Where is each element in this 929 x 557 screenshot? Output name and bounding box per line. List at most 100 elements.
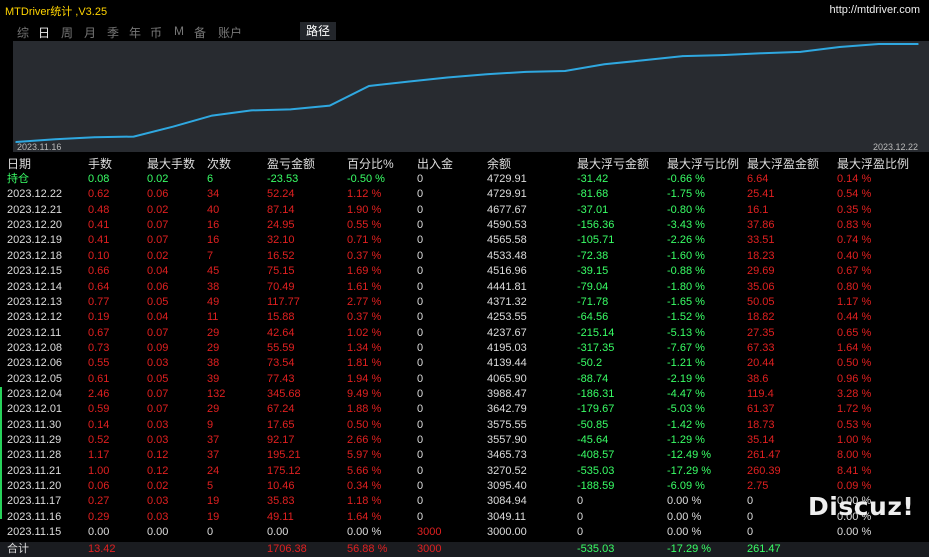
column-header[interactable]: 最大浮亏比例 [667,157,740,171]
table-cell: 0 [417,510,424,523]
table-row[interactable]: 2023.11.15 0.00 0.00 0 0.00 0.00 % 3000 3000.00… [0,525,929,540]
table-row[interactable]: 2023.12.11 0.67 0.07 29 42.64 1.02 % 0 4237.67 -… [0,326,929,341]
table-row[interactable]: 2023.12.06 0.55 0.03 38 73.54 1.81 % 0 4139.44 -… [0,356,929,371]
table-row[interactable]: 2023.11.21 1.00 0.12 24 175.12 5.66 % 0 3270.52… [0,464,929,479]
table-cell: 49 [207,295,220,308]
table-cell: 1.17 [88,449,110,462]
table-cell: 4371.32 [487,295,527,308]
table-row[interactable]: 2023.12.14 0.64 0.06 38 70.49 1.61 % 0 4441.81 -… [0,280,929,295]
equity-chart: 2023.11.16 2023.12.22 [13,41,929,152]
table-cell: 7 [207,249,214,262]
tab-9[interactable]: 账户 [218,26,243,40]
table-cell: -45.64 [577,433,609,446]
equity-point [446,76,449,79]
column-header[interactable]: 最大手数 [147,157,196,171]
table-row[interactable]: 2023.12.01 0.59 0.07 29 67.24 1.88 % 0 3642.79 -… [0,402,929,417]
table-row[interactable]: 2023.12.21 0.48 0.02 40 87.14 1.90 % 0 4677.67 -… [0,203,929,218]
table-row[interactable]: 2023.11.17 0.27 0.03 19 35.83 1.18 % 0 3084.94 0… [0,494,929,509]
table-cell: 34 [207,188,220,201]
tab-2[interactable]: 周 [61,26,74,40]
table-row[interactable]: 2023.12.19 0.41 0.07 16 32.10 0.71 % 0 4565.58 -… [0,233,929,248]
column-header[interactable]: 手数 [88,157,113,171]
table-cell: 0.34 % [347,480,382,492]
column-header[interactable]: 最大浮亏金额 [577,157,650,171]
discuz-watermark: Discuz! [808,492,915,521]
table-cell: 0.03 [147,495,169,508]
table-cell: 4237.67 [487,326,527,339]
table-cell: 117.77 [267,295,300,308]
table-cell: 0.14 % [837,173,872,185]
table-row[interactable]: 2023.11.30 0.14 0.03 9 17.65 0.50 % 0 3575.55 -5… [0,418,929,433]
column-header[interactable]: 次数 [207,157,232,171]
table-cell: 0.80 % [837,280,872,293]
equity-point [721,54,723,56]
table-cell: 0 [417,173,424,185]
column-header[interactable]: 日期 [7,157,32,171]
table-row[interactable]: 持仓 0.08 0.02 6 -23.53 -0.50 % 0 4729.91 -31.42 -0… [0,172,929,187]
table-cell: 0 [577,495,584,508]
tab-7[interactable]: M [174,24,184,38]
column-header[interactable]: 百分比% [347,157,394,171]
table-row[interactable]: 2023.12.04 2.46 0.07 132 345.68 9.49 % 0 3988.4… [0,387,929,402]
table-cell: 3270.52 [487,464,527,477]
table-cell: 0 [417,480,424,492]
table-cell: 1.12 % [347,188,382,201]
table-row[interactable]: 2023.11.20 0.06 0.02 5 10.46 0.34 % 0 3095.40 -1… [0,479,929,494]
column-header[interactable]: 最大浮盈比例 [837,157,910,171]
table-row[interactable]: 2023.12.20 0.41 0.07 16 24.95 0.55 % 0 4590.53 -… [0,218,929,233]
table-cell: -64.56 [577,311,609,324]
table-row[interactable]: 2023.11.29 0.52 0.03 37 92.17 2.66 % 0 3557.90 -… [0,433,929,448]
tab-8[interactable]: 备 [194,26,207,40]
table-cell: 0.00 % [837,510,872,523]
table-cell: 2.77 % [347,295,382,308]
table-cell: 35.83 [267,495,295,508]
table-cell: -81.68 [577,188,609,201]
table-cell: 0.65 % [837,326,872,339]
tab-4[interactable]: 季 [107,26,120,40]
table-row[interactable]: 2023.12.08 0.73 0.09 29 55.59 1.34 % 0 4195.03 -… [0,341,929,356]
table-row[interactable]: 2023.12.13 0.77 0.05 49 117.77 2.77 % 0 4371.32… [0,295,929,310]
table-row[interactable]: 2023.12.12 0.19 0.04 11 15.88 0.37 % 0 4253.55 -… [0,310,929,325]
table-row[interactable]: 2023.12.22 0.62 0.06 34 52.24 1.12 % 0 4729.91 -… [0,187,929,202]
equity-point [642,59,645,62]
column-header[interactable]: 最大浮盈金额 [747,157,820,171]
column-header[interactable]: 盈亏金额 [267,157,316,171]
website-link[interactable]: http://mtdriver.com [829,4,920,16]
table-cell: 4729.91 [487,188,527,201]
table-row[interactable]: 2023.11.28 1.17 0.12 37 195.21 5.97 % 0 3465.73… [0,448,929,463]
table-row[interactable]: 2023.12.18 0.10 0.02 7 16.52 0.37 % 0 4533.48 -7… [0,249,929,264]
table-cell: 25.41 [747,188,775,201]
tab-path[interactable]: 路径 [300,22,337,40]
table-row[interactable]: 2023.12.05 0.61 0.05 39 77.43 1.94 % 0 4065.90 -… [0,372,929,387]
table-cell: 0.09 [147,341,169,354]
table-cell: 2023.12.04 [7,387,63,400]
table-cell: 0 [747,495,754,508]
table-cell: 4065.90 [487,372,527,385]
table-cell: 0 [417,433,424,446]
tab-6[interactable]: 币 [150,26,163,40]
table-cell: -0.50 % [347,173,385,185]
table-cell: 4516.96 [487,265,527,278]
table-cell: 2023.11.16 [7,510,62,523]
table-cell: -317.35 [577,341,615,354]
table-row[interactable]: 2023.11.16 0.29 0.03 19 49.11 1.64 % 0 3049.11 0… [0,510,929,525]
tab-3[interactable]: 月 [84,26,97,40]
tab-1[interactable]: 日 [38,26,51,40]
equity-point [132,135,135,138]
table-cell: 0.19 [88,311,110,324]
tab-0[interactable]: 综 [17,26,30,40]
table-row[interactable]: 2023.12.15 0.66 0.04 45 75.15 1.69 % 0 4516.96 -… [0,264,929,279]
table-cell: 0.62 [88,188,110,201]
table-cell: 3049.11 [487,510,526,523]
table-cell: 1.69 % [347,265,382,278]
tab-5[interactable]: 年 [129,26,142,40]
table-cell: 15.88 [267,311,295,324]
table-cell: 0.07 [147,387,169,400]
scroll-indicator[interactable] [0,387,2,519]
column-header[interactable]: 出入金 [417,157,454,171]
column-header[interactable]: 余额 [487,157,512,171]
table-cell: 0.73 [88,341,110,354]
table-cell: 0.48 [88,203,110,216]
table-cell: 0.07 [147,234,169,247]
table-cell: 0.00 [88,526,110,539]
